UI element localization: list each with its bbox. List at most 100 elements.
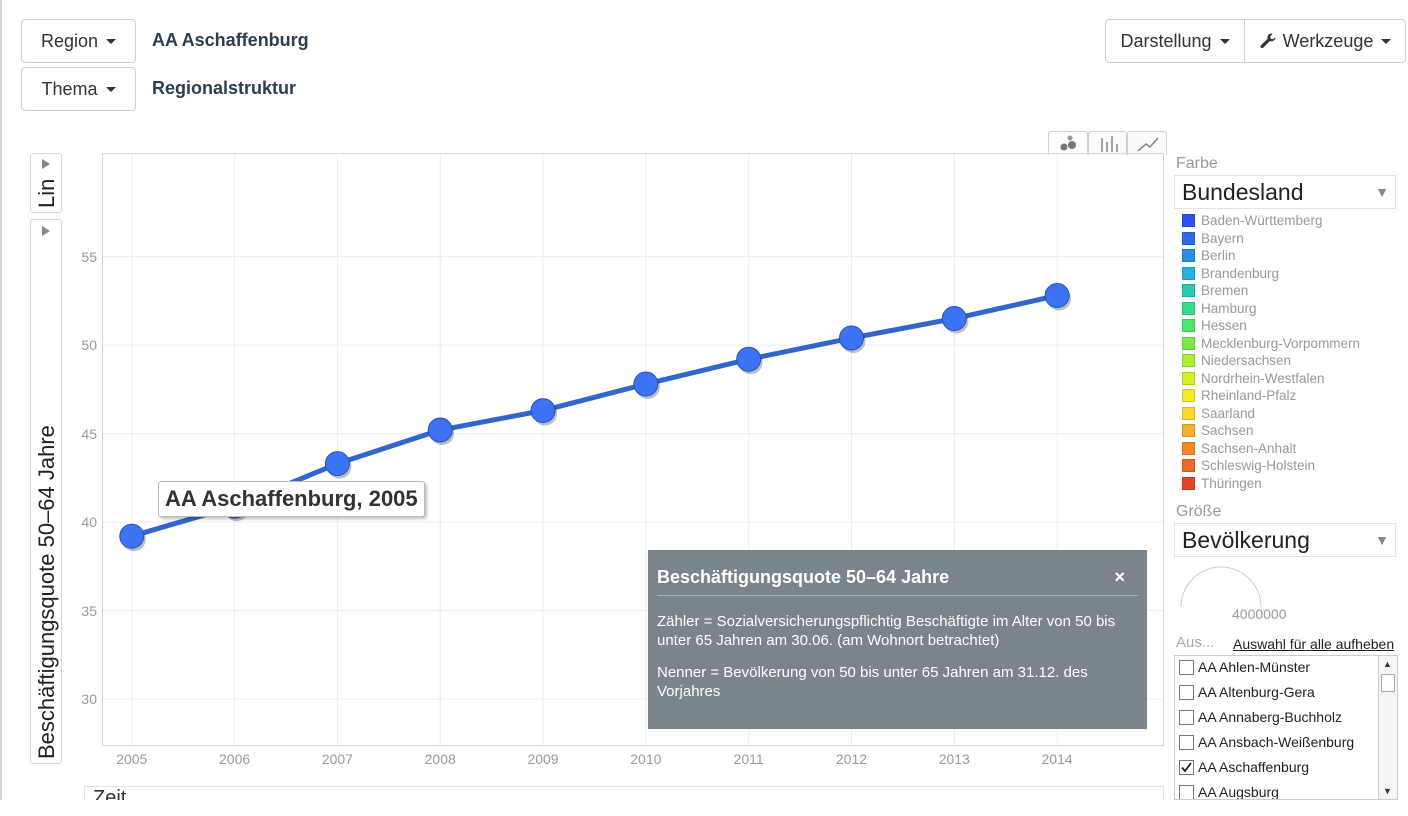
wrench-icon — [1260, 33, 1276, 49]
legend-swatch — [1182, 249, 1195, 262]
size-select[interactable]: Bevölkerung ▼ — [1174, 523, 1396, 557]
x-tick-label: 2010 — [630, 751, 662, 767]
legend-item[interactable]: Saarland — [1182, 405, 1255, 422]
legend-swatch — [1182, 371, 1195, 385]
legend-item[interactable]: Nordrhein-Westfalen — [1182, 370, 1325, 387]
region-list-item[interactable]: AA Annaberg-Buchholz — [1179, 706, 1342, 728]
display-button-label: Darstellung — [1120, 30, 1212, 51]
legend-item[interactable]: Hamburg — [1182, 300, 1257, 317]
y-tick-label: 55 — [81, 248, 97, 265]
region-list-item[interactable]: AA Aschaffenburg — [1179, 756, 1309, 778]
x-tick-label: 2013 — [938, 751, 970, 767]
y-tick-label: 45 — [81, 425, 97, 442]
region-list-item[interactable]: AA Altenburg-Gera — [1179, 681, 1315, 703]
legend-item[interactable]: Schleswig-Holstein — [1182, 457, 1315, 474]
checkbox[interactable] — [1179, 684, 1194, 700]
legend-item[interactable]: Brandenburg — [1182, 265, 1279, 282]
region-list-item-label: AA Augsburg — [1198, 784, 1279, 800]
legend-swatch — [1182, 424, 1195, 437]
legend-swatch — [1182, 476, 1195, 490]
legend-swatch — [1182, 319, 1195, 332]
point-label: AA Aschaffenburg, 2005 — [158, 481, 425, 517]
legend-swatch — [1182, 266, 1195, 280]
checkbox[interactable] — [1179, 784, 1194, 799]
theme-button-label: Thema — [41, 78, 98, 99]
scroll-down-icon[interactable]: ▼ — [1383, 786, 1392, 796]
region-button-label: Region — [40, 30, 99, 51]
tools-button[interactable]: Werkzeuge — [1244, 19, 1406, 63]
region-list-item[interactable]: AA Ansbach-Weißenburg — [1179, 731, 1354, 753]
tools-button-label: Werkzeuge — [1282, 30, 1374, 51]
popup-numerator-text: Zähler = Sozialversicherungspflichtig Be… — [657, 613, 1116, 649]
region-list-item-label: AA Altenburg-Gera — [1198, 684, 1315, 700]
chart-plot-area[interactable] — [102, 153, 1164, 746]
close-icon[interactable]: × — [1114, 567, 1125, 587]
legend-item[interactable]: Rheinland-Pfalz — [1182, 387, 1296, 404]
x-tick-label: 2011 — [733, 751, 764, 767]
legend-label: Bremen — [1201, 283, 1249, 298]
scroll-thumb[interactable] — [1381, 674, 1395, 692]
y-tick-label: 30 — [81, 690, 97, 707]
selected-theme: Regionalstruktur — [152, 78, 297, 98]
legend-item[interactable]: Bremen — [1182, 282, 1248, 299]
checkbox[interactable] — [1179, 759, 1194, 775]
legend-item[interactable]: Baden-Württemberg — [1182, 212, 1323, 229]
size-scale-value: 4000000 — [1232, 606, 1287, 622]
tab-bar-chart[interactable] — [1088, 131, 1127, 155]
dropdown-arrow-icon: ▼ — [1375, 532, 1389, 548]
color-select[interactable]: Bundesland ▼ — [1174, 175, 1396, 209]
legend-item[interactable]: Hessen — [1182, 317, 1247, 334]
legend-item[interactable]: Sachsen — [1182, 422, 1254, 439]
popup-title: Beschäftigungsquote 50–64 Jahre — [657, 567, 1138, 596]
theme-button[interactable]: Thema — [21, 67, 136, 111]
legend-item[interactable]: Mecklenburg-Vorpommern — [1182, 335, 1360, 352]
bubble-chart-icon — [1060, 135, 1076, 151]
scale-selector-label: Lin — [34, 178, 59, 208]
region-list-item[interactable]: AA Augsburg — [1179, 781, 1279, 800]
triangle-right-icon — [42, 159, 50, 169]
region-button[interactable]: Region — [21, 19, 136, 63]
y-axis-label: Beschäftigungsquote 50–64 Jahre — [34, 425, 59, 759]
checkbox[interactable] — [1179, 709, 1194, 725]
region-list-item-label: AA Ahlen-Münster — [1198, 659, 1311, 675]
legend-item[interactable]: Sachsen-Anhalt — [1182, 440, 1296, 457]
tab-line-chart[interactable] — [1127, 131, 1167, 155]
y-axis-selector[interactable]: Beschäftigungsquote 50–64 Jahre — [30, 219, 62, 764]
selected-region: AA Aschaffenburg — [152, 30, 309, 50]
legend-item[interactable]: Thüringen — [1182, 475, 1262, 492]
display-button[interactable]: Darstellung — [1105, 19, 1245, 63]
size-label: Größe — [1176, 503, 1222, 520]
legend-label: Sachsen — [1201, 423, 1254, 438]
time-panel[interactable]: Zeit — [84, 786, 1164, 800]
clear-selection-link[interactable]: Auswahl für alle aufheben — [1233, 636, 1395, 652]
scroll-up-icon[interactable]: ▲ — [1383, 659, 1392, 669]
indicator-info-popup: Beschäftigungsquote 50–64 Jahre × Zähler… — [648, 550, 1147, 729]
tab-bubble-chart[interactable] — [1048, 131, 1088, 155]
time-panel-label: Zeit — [93, 787, 127, 800]
region-list-item[interactable]: AA Ahlen-Münster — [1179, 656, 1310, 678]
caret-down-icon — [105, 86, 116, 92]
scrollbar[interactable]: ▲ ▼ — [1378, 656, 1397, 799]
x-tick-label: 2009 — [527, 751, 559, 767]
legend-swatch — [1182, 406, 1195, 420]
x-tick-label: 2012 — [835, 751, 868, 767]
legend-label: Hamburg — [1201, 300, 1257, 316]
scale-selector[interactable]: Lin — [30, 153, 62, 213]
legend-item[interactable]: Bayern — [1182, 230, 1244, 247]
legend-swatch — [1182, 441, 1195, 455]
legend-item[interactable]: Niedersachsen — [1182, 352, 1291, 369]
legend-swatch — [1182, 459, 1195, 472]
checkbox[interactable] — [1179, 734, 1194, 750]
region-list-item-label: AA Aschaffenburg — [1198, 759, 1310, 775]
legend-swatch — [1182, 214, 1195, 227]
legend-swatch — [1182, 336, 1195, 350]
x-tick-label: 2006 — [219, 751, 251, 767]
checkbox[interactable] — [1179, 659, 1194, 675]
legend-label: Thüringen — [1201, 475, 1262, 491]
legend-label: Niedersachsen — [1201, 353, 1292, 368]
selection-label: Aus... — [1176, 634, 1215, 651]
color-label: Farbe — [1176, 155, 1218, 172]
legend-item[interactable]: Berlin — [1182, 247, 1236, 264]
caret-down-icon — [106, 38, 117, 44]
region-list[interactable]: AA Ahlen-Münster AA Altenburg-Gera AA Anna… — [1174, 655, 1398, 800]
